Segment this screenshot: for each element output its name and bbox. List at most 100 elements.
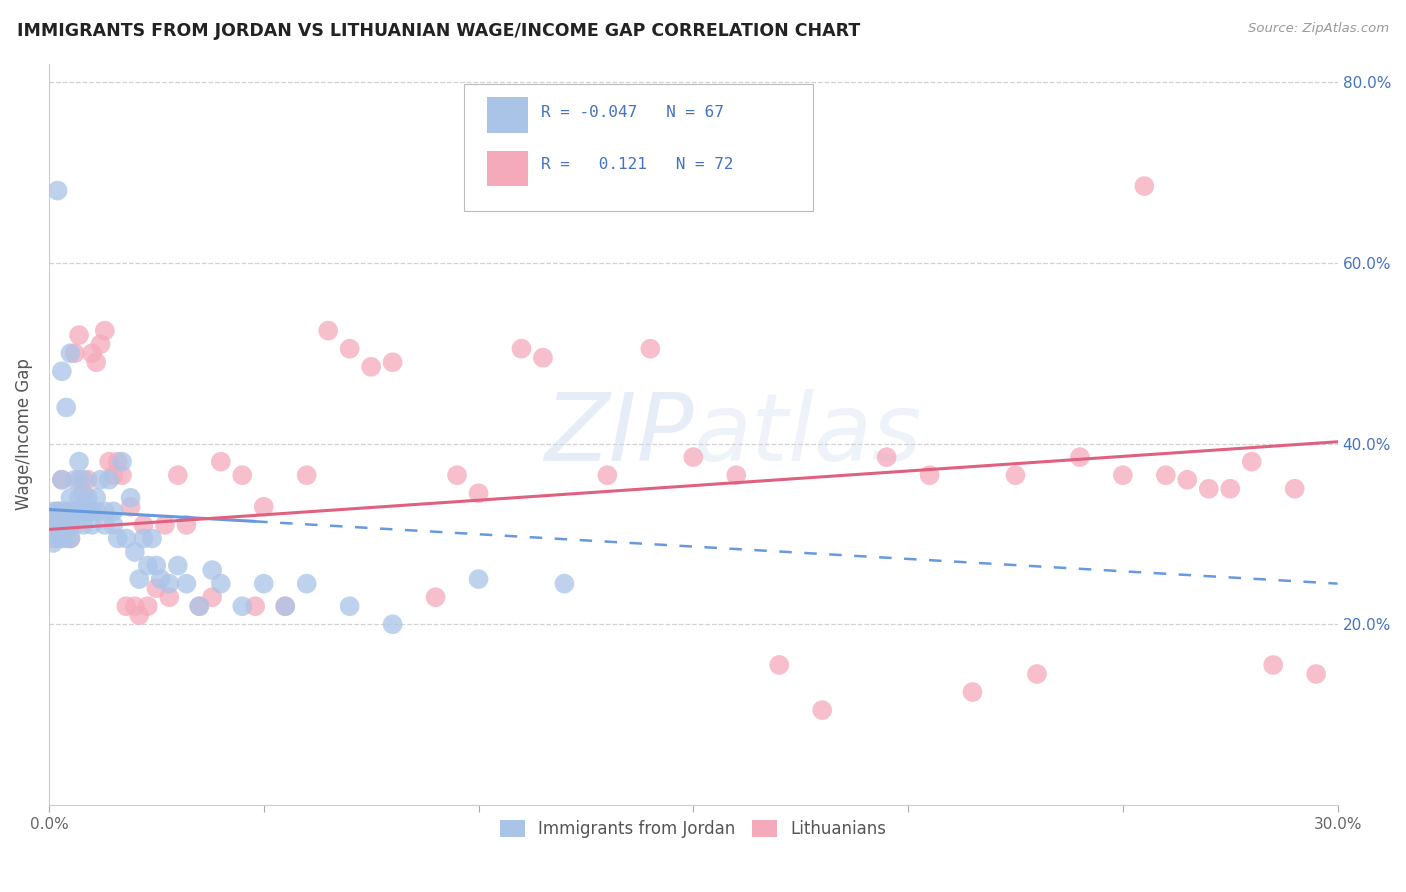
Point [201,590,224,604]
Point [59,491,82,505]
Point [295,468,318,483]
Point [132,517,155,532]
Point [63,346,86,360]
Point [46,517,69,532]
Point [67,328,90,343]
Point [72,504,94,518]
Point [339,342,361,356]
Point [141,532,163,546]
Point [59,532,82,546]
Text: IMMIGRANTS FROM JORDAN VS LITHUANIAN WAGE/INCOME GAP CORRELATION CHART: IMMIGRANTS FROM JORDAN VS LITHUANIAN WAG… [17,22,860,40]
Point [63,473,86,487]
Point [149,572,172,586]
Point [446,468,468,483]
Point [51,527,73,541]
Point [59,504,82,518]
Point [339,599,361,614]
Point [725,468,748,483]
Point [176,576,198,591]
Point [1284,482,1306,496]
Point [67,473,90,487]
Point [51,364,73,378]
Point [55,401,77,415]
Point [51,473,73,487]
Point [51,532,73,546]
Point [51,517,73,532]
Point [42,536,65,550]
Point [243,599,266,614]
Point [103,517,125,532]
Point [188,599,211,614]
Text: Source: ZipAtlas.com: Source: ZipAtlas.com [1249,22,1389,36]
Point [55,504,77,518]
Point [1154,468,1177,483]
Point [46,517,69,532]
Point [103,504,125,518]
Point [176,517,198,532]
Point [201,563,224,577]
FancyBboxPatch shape [464,84,813,211]
FancyBboxPatch shape [486,97,529,133]
Point [381,617,404,632]
Point [72,517,94,532]
Point [1026,667,1049,681]
Point [209,576,232,591]
Point [42,504,65,518]
Point [72,473,94,487]
Point [84,504,107,518]
Point [46,504,69,518]
Point [274,599,297,614]
Point [1240,455,1263,469]
Point [63,517,86,532]
Point [111,455,134,469]
Point [1198,482,1220,496]
Point [84,491,107,505]
Point [381,355,404,369]
Point [55,517,77,532]
Point [553,147,575,161]
Point [107,532,129,546]
Point [55,517,77,532]
Point [115,599,138,614]
Point [157,576,180,591]
Point [1133,179,1156,194]
Point [115,532,138,546]
Text: atlas: atlas [693,389,921,480]
Point [80,517,103,532]
Text: R =   0.121   N = 72: R = 0.121 N = 72 [541,157,734,171]
Point [67,504,90,518]
Point [76,504,98,518]
Point [124,599,146,614]
Point [1263,657,1285,672]
Point [918,468,941,483]
Point [188,599,211,614]
Point [59,517,82,532]
Point [98,473,121,487]
Point [145,558,167,573]
Point [42,517,65,532]
Text: R = -0.047   N = 67: R = -0.047 N = 67 [541,104,724,120]
Point [1175,473,1198,487]
Point [360,359,382,374]
Point [166,558,188,573]
Point [107,455,129,469]
FancyBboxPatch shape [486,151,529,186]
Point [1004,468,1026,483]
Point [153,517,176,532]
Point [46,504,69,518]
Point [274,599,297,614]
Point [42,532,65,546]
Point [136,558,159,573]
Point [231,468,253,483]
Point [553,576,575,591]
Point [467,486,489,500]
Point [962,685,984,699]
Point [76,491,98,505]
Point [467,572,489,586]
Point [1069,450,1091,464]
Point [295,576,318,591]
Point [128,572,150,586]
Point [94,324,117,338]
Point [59,517,82,532]
Point [55,532,77,546]
